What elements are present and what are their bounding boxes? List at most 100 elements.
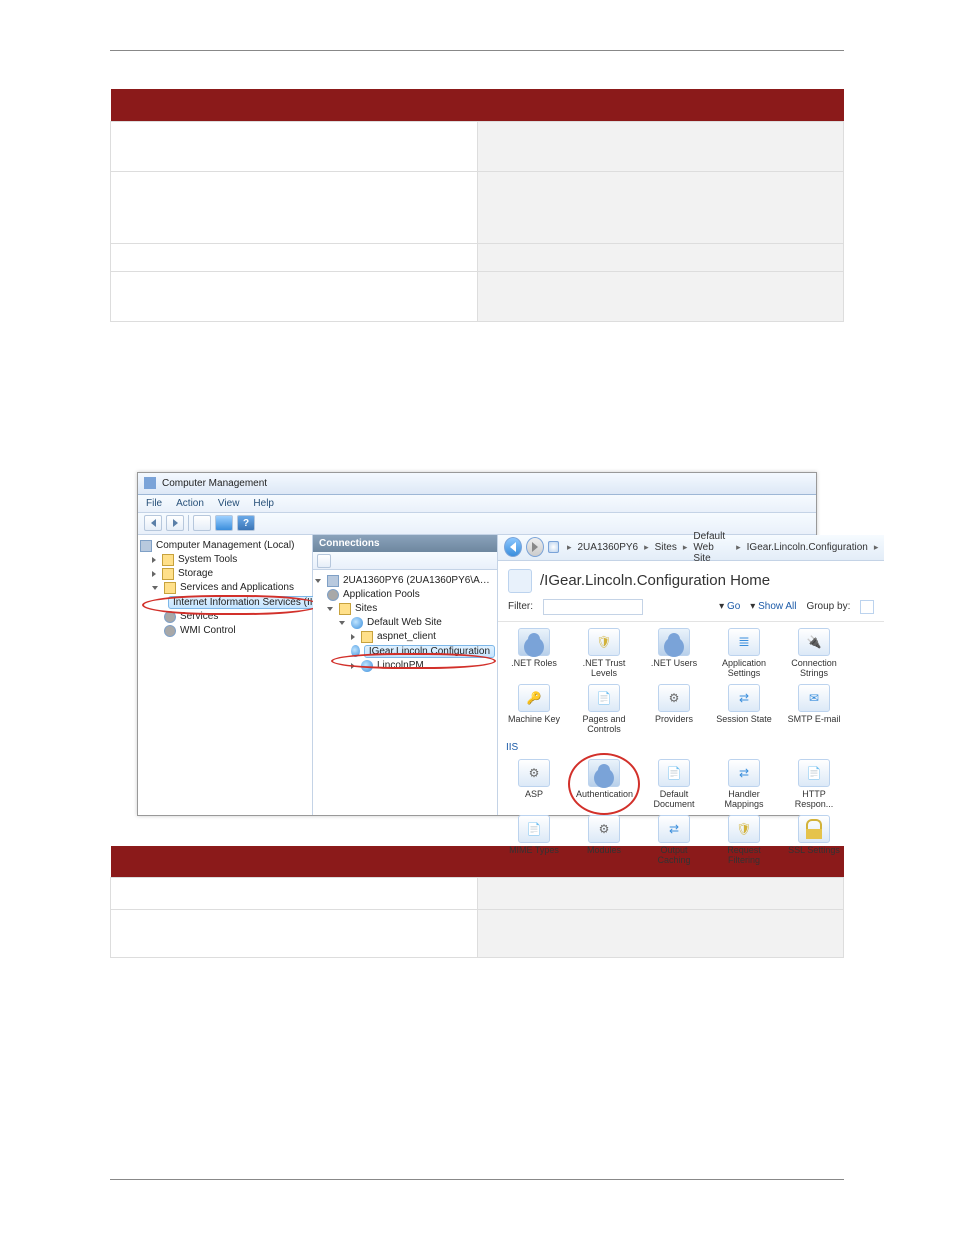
feature-authentication[interactable]: Authentication (576, 759, 632, 809)
collapse-icon[interactable] (152, 586, 158, 590)
doc-icon (588, 684, 620, 712)
tree-label: 2UA1360PY6 (2UA1360PY6\Administrator) (343, 575, 493, 586)
feature-ssl-settings[interactable]: SSL Settings (786, 815, 842, 865)
tree-root-label: Computer Management (Local) (156, 540, 294, 551)
conn-app-pools[interactable]: Application Pools (327, 588, 495, 602)
t1-head-a (111, 89, 478, 121)
expand-icon[interactable] (152, 571, 156, 577)
expand-icon[interactable] (351, 634, 355, 640)
toolbar-btn[interactable] (193, 515, 211, 531)
conn-sites[interactable]: Sites (327, 602, 495, 616)
tree-item-wmi[interactable]: WMI Control (164, 624, 310, 638)
feature--net-trust-levels[interactable]: .NET Trust Levels (576, 628, 632, 678)
conn-default-web-site[interactable]: Default Web Site (339, 616, 495, 630)
home-icon[interactable] (548, 541, 559, 553)
feature-asp[interactable]: ASP (506, 759, 562, 809)
gear-icon (588, 815, 620, 843)
filter-group-by: Group by: (806, 601, 850, 612)
feature-request-filtering[interactable]: Request Filtering (716, 815, 772, 865)
collapse-icon[interactable] (339, 621, 345, 625)
feature-label: MIME Types (506, 845, 562, 855)
conn-server[interactable]: 2UA1360PY6 (2UA1360PY6\Administrator) (315, 574, 495, 588)
filter-go[interactable]: Go (727, 601, 740, 612)
collapse-icon[interactable] (327, 607, 333, 611)
tree-item-services[interactable]: Services (164, 610, 310, 624)
feature-default-document[interactable]: Default Document (646, 759, 702, 809)
user-icon (518, 628, 550, 656)
menu-view[interactable]: View (218, 498, 240, 509)
toolbar-forward-icon[interactable] (166, 515, 184, 531)
toolbar-btn[interactable] (215, 515, 233, 531)
tree-item-storage[interactable]: Storage (152, 567, 310, 581)
connections-header: Connections (313, 535, 497, 552)
feature-label: Connection Strings (786, 658, 842, 678)
t2-r0-b (477, 878, 844, 910)
feature--net-users[interactable]: .NET Users (646, 628, 702, 678)
breadcrumb-item[interactable]: 2UA1360PY6 (578, 542, 639, 553)
group-label: IIS (506, 740, 876, 753)
doc-icon (658, 759, 690, 787)
menu-action[interactable]: Action (176, 498, 204, 509)
feature-connection-strings[interactable]: Connection Strings (786, 628, 842, 678)
doc-icon (798, 759, 830, 787)
breadcrumb-item[interactable]: Sites (655, 542, 677, 553)
shield-icon (588, 628, 620, 656)
conn-igear-config[interactable]: IGear.Lincoln.Configuration (351, 644, 495, 659)
t2-r1-a (111, 910, 478, 958)
mail-icon (798, 684, 830, 712)
toolbar-back-icon[interactable] (144, 515, 162, 531)
feature-label: HTTP Respon... (786, 789, 842, 809)
feature-machine-key[interactable]: Machine Key (506, 684, 562, 734)
tree-label: Application Pools (343, 589, 420, 600)
list-icon (728, 628, 760, 656)
key-icon (518, 684, 550, 712)
bottom-rule (110, 1179, 844, 1180)
t1-r1-b (477, 171, 844, 243)
feature-mime-types[interactable]: MIME Types (506, 815, 562, 865)
flow-icon (728, 684, 760, 712)
conn-lincolnpm[interactable]: LincolnPM (351, 659, 495, 673)
feature-handler-mappings[interactable]: Handler Mappings (716, 759, 772, 809)
filter-input[interactable] (543, 599, 643, 615)
gear-icon (327, 589, 339, 601)
conn-aspnet-client[interactable]: aspnet_client (351, 630, 495, 644)
tree-item-iis[interactable]: Internet Information Services (IIS) (164, 595, 310, 610)
feature-session-state[interactable]: Session State (716, 684, 772, 734)
tree-item-services-apps[interactable]: Services and Applications (152, 581, 310, 595)
expand-icon[interactable] (152, 557, 156, 563)
menu-file[interactable]: File (146, 498, 162, 509)
dropdown-icon[interactable] (860, 600, 874, 614)
back-button[interactable] (504, 537, 522, 557)
plug-icon (798, 628, 830, 656)
tree-item-system-tools[interactable]: System Tools (152, 553, 310, 567)
window-titlebar[interactable]: Computer Management (138, 473, 816, 495)
menubar[interactable]: File Action View Help (138, 495, 816, 513)
toolbar-btn[interactable] (317, 554, 331, 568)
collapse-icon[interactable] (315, 579, 321, 583)
filter-bar: Filter: ▾ Go ▾ Show All Group by: (498, 597, 884, 622)
feature-smtp-e-mail[interactable]: SMTP E-mail (786, 684, 842, 734)
filter-show-all[interactable]: Show All (758, 601, 796, 612)
breadcrumb-item[interactable]: Default Web Site (693, 531, 730, 564)
feature-application-settings[interactable]: Application Settings (716, 628, 772, 678)
user-icon (588, 759, 620, 787)
feature-label: SMTP E-mail (786, 714, 842, 724)
tree-root[interactable]: Computer Management (Local) (140, 539, 310, 553)
feature-label: Application Settings (716, 658, 772, 678)
feature-label: Authentication (576, 789, 632, 799)
table-row (111, 271, 844, 321)
feature-pages-and-controls[interactable]: Pages and Controls (576, 684, 632, 734)
feature-modules[interactable]: Modules (576, 815, 632, 865)
folder-icon (361, 631, 373, 643)
t1-r3-b (477, 271, 844, 321)
feature-output-caching[interactable]: Output Caching (646, 815, 702, 865)
feature-http-respon-[interactable]: HTTP Respon... (786, 759, 842, 809)
forward-button[interactable] (526, 537, 544, 557)
toolbar-help-icon[interactable]: ? (237, 515, 255, 531)
feature-providers[interactable]: Providers (646, 684, 702, 734)
menu-help[interactable]: Help (253, 498, 274, 509)
breadcrumb-item[interactable]: IGear.Lincoln.Configuration (747, 542, 868, 553)
folder-icon (162, 568, 174, 580)
expand-icon[interactable] (351, 663, 355, 669)
feature--net-roles[interactable]: .NET Roles (506, 628, 562, 678)
